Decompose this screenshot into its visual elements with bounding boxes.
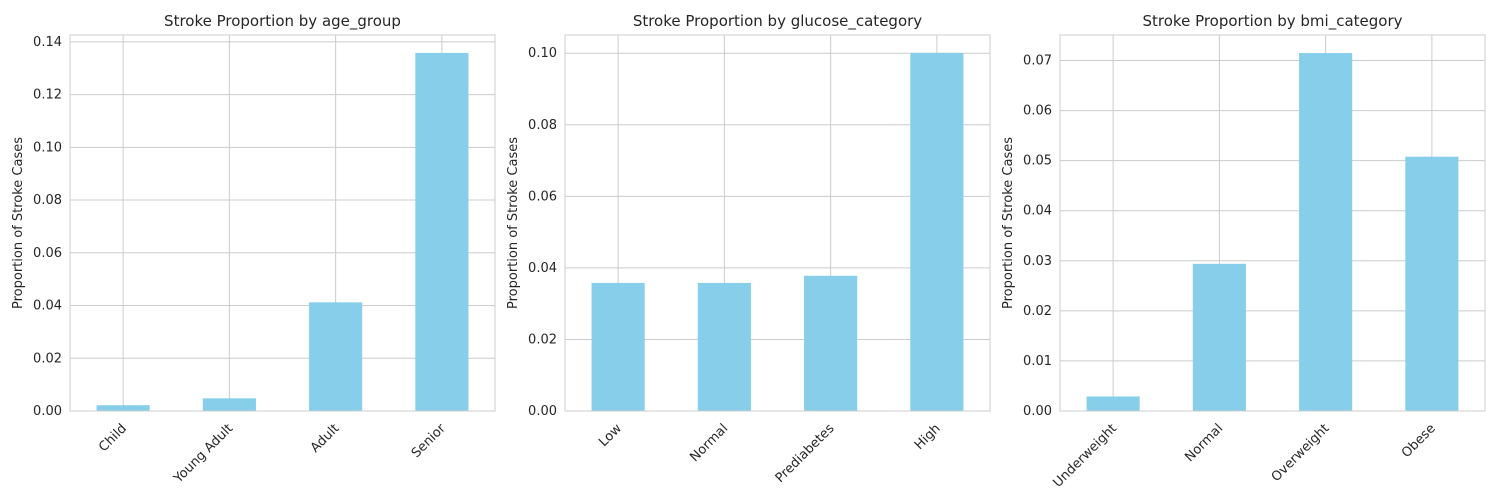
- bar-normal: [1192, 263, 1246, 411]
- bar-obese: [1405, 156, 1459, 411]
- x-tick-label: Overweight: [1269, 421, 1333, 485]
- y-tick-label: 0.01: [1023, 354, 1052, 369]
- y-axis-label: Proportion of Stroke Cases: [506, 137, 521, 309]
- x-tick-label: Underweight: [1051, 421, 1120, 490]
- y-tick-label: 0.04: [33, 299, 62, 314]
- y-tick-label: 0.06: [33, 246, 62, 261]
- bar-low: [591, 282, 645, 411]
- y-tick-label: 0.02: [33, 351, 62, 366]
- x-tick-label: Senior: [409, 421, 449, 461]
- bar-overweight: [1299, 53, 1353, 412]
- y-axis-label: Proportion of Stroke Cases: [11, 137, 26, 309]
- x-tick-label: Child: [96, 421, 130, 455]
- y-tick-label: 0.02: [528, 332, 557, 347]
- y-tick-label: 0.12: [33, 88, 62, 103]
- y-tick-label: 0.05: [1023, 154, 1052, 169]
- y-axis-label: Proportion of Stroke Cases: [1001, 137, 1016, 309]
- x-tick-label: Normal: [1182, 421, 1226, 465]
- bar-child: [96, 405, 150, 411]
- axes-frame: [69, 34, 496, 412]
- y-tick-label: 0.04: [528, 261, 557, 276]
- x-tick-label: Obese: [1399, 421, 1439, 461]
- bar-prediabetes: [804, 275, 858, 411]
- y-tick-label: 0.14: [33, 35, 62, 50]
- y-tick-label: 0.06: [1023, 104, 1052, 119]
- y-tick-label: 0.08: [33, 193, 62, 208]
- chart-title: Stroke Proportion by age_group: [164, 12, 401, 31]
- x-tick-label: Adult: [308, 421, 343, 456]
- chart-panel-2: 0.00 0.02 0.04 0.06 0.08 0.10 Low Normal Prediab…: [506, 12, 991, 486]
- x-tick-label: Low: [596, 421, 625, 450]
- axes-frame: [1059, 34, 1486, 412]
- y-tick-label: 0.04: [1023, 204, 1052, 219]
- chart-panel-1: 0.00 0.02 0.04 0.06 0.08 0.10 0.12 0.14 Child You…: [11, 12, 496, 487]
- bar-high: [910, 52, 964, 411]
- y-tick-label: 0.07: [1023, 54, 1052, 69]
- y-tick-label: 0.10: [33, 140, 62, 155]
- bar-adult: [309, 302, 363, 411]
- bar-normal: [697, 282, 751, 411]
- bar-young-adult: [202, 398, 256, 411]
- bar-underweight: [1086, 396, 1140, 411]
- y-tick-label: 0.02: [1023, 304, 1052, 319]
- bar-senior: [415, 52, 469, 412]
- x-tick-label: High: [912, 421, 944, 453]
- y-tick-label: 0.06: [528, 189, 557, 204]
- axes-frame: [564, 34, 991, 412]
- y-tick-label: 0.10: [528, 46, 557, 61]
- y-tick-label: 0.00: [33, 404, 62, 419]
- y-tick-label: 0.03: [1023, 254, 1052, 269]
- x-tick-label: Prediabetes: [773, 421, 838, 486]
- y-tick-label: 0.00: [1023, 404, 1052, 419]
- chart-title: Stroke Proportion by glucose_category: [633, 12, 922, 31]
- x-tick-label: Young Adult: [171, 421, 237, 487]
- y-tick-label: 0.08: [528, 118, 557, 133]
- x-tick-label: Normal: [687, 421, 731, 465]
- y-tick-label: 0.00: [528, 404, 557, 419]
- chart-panel-3: 0.00 0.01 0.02 0.03 0.04 0.05 0.06 0.07 Underwei…: [1001, 12, 1486, 491]
- chart-title: Stroke Proportion by bmi_category: [1143, 12, 1403, 31]
